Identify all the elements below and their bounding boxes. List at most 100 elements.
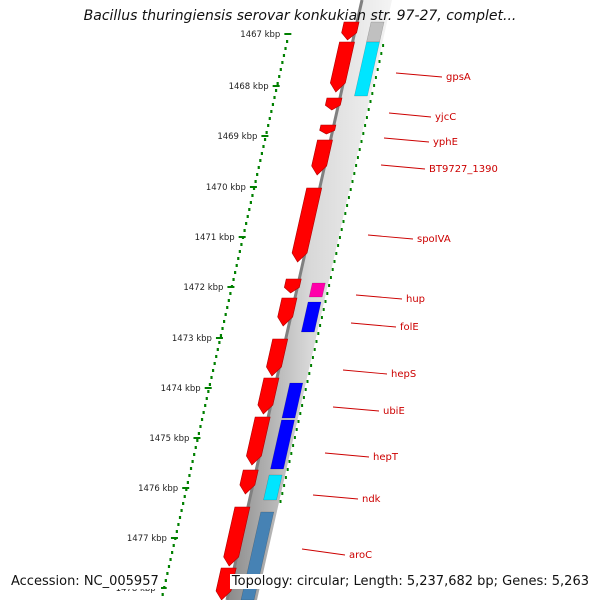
- tick-dot: [232, 278, 235, 281]
- inner-dot: [342, 220, 345, 223]
- inner-dot: [315, 340, 318, 343]
- tick-dot: [211, 369, 215, 372]
- tick-dot: [166, 572, 169, 575]
- gene-arrow: [284, 278, 302, 294]
- tick-dot: [180, 509, 183, 512]
- gene-arrow: [266, 338, 289, 377]
- tick-dot: [256, 173, 259, 176]
- gene-labels: gpsA yjcC yphE BT9727_1390 spoIVA hup folE hepS…: [301, 72, 498, 561]
- gene-arrow: [319, 124, 337, 135]
- gene-arrow: [246, 416, 271, 466]
- tick-dot: [224, 313, 227, 316]
- inner-dot: [331, 268, 334, 271]
- tick-dot: [199, 425, 202, 428]
- topology-text: Topology: circular; Length: 5,237,682 bp…: [229, 574, 591, 589]
- tick-dot: [265, 131, 268, 134]
- inner-dot: [301, 404, 304, 407]
- inner-dot: [322, 308, 325, 311]
- gene-label: hepT: [373, 452, 399, 463]
- tick-dot: [175, 530, 178, 533]
- inner-dot: [290, 452, 293, 455]
- tick-dot: [172, 544, 175, 547]
- label-leader: [355, 294, 403, 300]
- tick-label: 1472 kbp: [183, 283, 223, 293]
- inner-dot: [313, 348, 316, 351]
- tick-dot: [238, 250, 241, 253]
- tick-label: 1473 kbp: [172, 334, 212, 344]
- label-leader: [350, 322, 397, 328]
- inner-dot: [353, 172, 356, 175]
- gene-arrow: [341, 21, 360, 41]
- tick-dot: [216, 348, 219, 351]
- inner-dot: [364, 124, 367, 127]
- inner-dot: [367, 108, 370, 111]
- tick-dot: [204, 404, 207, 407]
- tick-dot: [213, 362, 216, 365]
- tick-dot: [215, 355, 218, 358]
- inner-dot: [347, 196, 350, 199]
- inner-dot: [302, 396, 305, 399]
- tick-dot: [218, 341, 221, 344]
- inner-dot: [335, 252, 338, 255]
- cog-box: [281, 382, 304, 419]
- tick-dot: [185, 488, 188, 491]
- gene-label: gpsA: [446, 72, 471, 83]
- inner-dot: [373, 84, 376, 87]
- gene-arrow: [257, 377, 280, 415]
- tick-dot: [276, 82, 279, 85]
- inner-dot: [376, 68, 379, 71]
- inner-dot: [365, 116, 368, 119]
- tick-dot: [286, 40, 289, 43]
- tick-dot: [257, 166, 260, 169]
- kbp-ticks: 1467 kbp 1468 kbp 1469 kbp 1470 kbp 1471 kbp…: [116, 30, 292, 594]
- tick-dot: [281, 61, 284, 64]
- cog-box: [354, 41, 380, 97]
- inner-dot: [362, 132, 365, 135]
- inner-dot: [284, 476, 287, 479]
- inner-dot: [360, 140, 363, 143]
- inner-dot: [337, 244, 340, 247]
- inner-dot: [320, 316, 323, 319]
- tick-dot: [229, 292, 232, 295]
- cog-box: [270, 419, 295, 470]
- label-leader: [301, 548, 346, 556]
- tick-label: 1467 kbp: [240, 30, 280, 40]
- inner-dot: [356, 156, 359, 159]
- inner-dot: [293, 436, 296, 439]
- tick-dot: [246, 215, 249, 218]
- tick-dot: [248, 208, 251, 211]
- inner-dot: [374, 76, 377, 79]
- inner-dot: [333, 260, 336, 263]
- tick-dot: [219, 334, 223, 337]
- gene-arrow: [277, 297, 298, 327]
- tick-dot: [208, 383, 212, 386]
- tick-dot: [234, 271, 237, 274]
- map-title: Bacillus thuringiensis serovar konkukian…: [83, 8, 517, 24]
- cog-box: [300, 301, 322, 333]
- tick-label: 1478 kbp: [116, 584, 156, 594]
- tick-dot: [251, 194, 254, 197]
- tick-dot: [207, 390, 210, 393]
- tick-dot: [237, 257, 240, 260]
- inner-dot: [286, 468, 289, 471]
- gene-arrow: [291, 187, 323, 263]
- label-leader: [367, 234, 414, 240]
- tick-dot: [240, 243, 243, 246]
- inner-dot: [382, 44, 385, 47]
- label-leader: [380, 164, 426, 170]
- tick-dot: [282, 54, 286, 57]
- tick-dot: [193, 453, 196, 456]
- label-leader: [395, 72, 443, 78]
- gene-arrow: [239, 469, 259, 495]
- tick-dot: [273, 96, 276, 99]
- inner-dot: [308, 372, 311, 375]
- tick-label: 1476 kbp: [138, 484, 178, 494]
- inner-dot: [279, 500, 282, 503]
- inner-dot: [369, 100, 372, 103]
- tick-label: 1470 kbp: [206, 183, 246, 193]
- inner-dot: [317, 332, 320, 335]
- label-leader: [324, 452, 370, 458]
- tick-dot: [178, 516, 182, 519]
- tick-dot: [270, 110, 273, 113]
- inner-dot: [338, 236, 341, 239]
